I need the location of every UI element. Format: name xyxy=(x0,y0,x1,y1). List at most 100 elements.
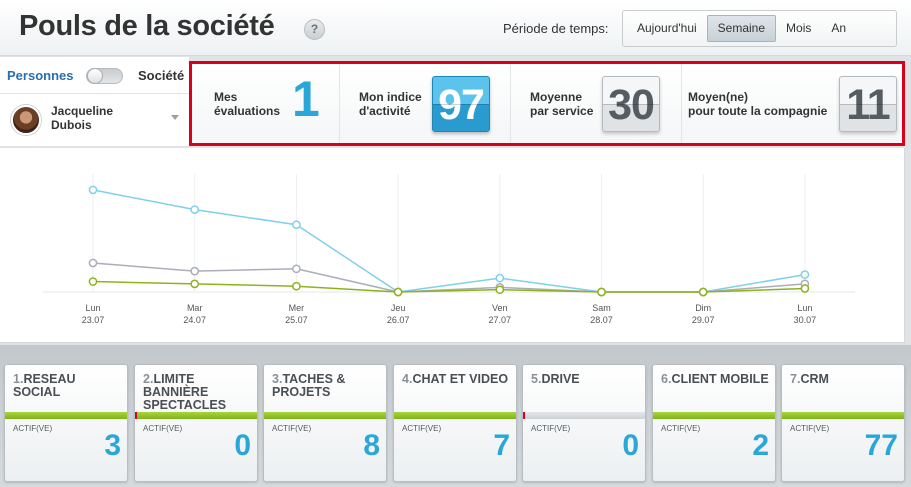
period-week-button[interactable]: Semaine xyxy=(706,15,777,42)
tile-activity-bar xyxy=(5,412,127,419)
tile-title-text: TACHES & PROJETS xyxy=(272,372,346,399)
series-point-3 xyxy=(597,287,606,297)
tile-count: 77 xyxy=(864,429,898,462)
stat-label-line: par service xyxy=(530,104,594,118)
series-point-3 xyxy=(88,277,98,286)
stat-my-evaluations-label: Mes évaluations xyxy=(214,90,280,118)
x-tick-date-label: 29.07 xyxy=(692,315,715,325)
toggle-knob[interactable] xyxy=(87,68,103,84)
tile-title-text: LIMITE BANNIÈRE SPECTACLES xyxy=(143,372,227,412)
period-today-button[interactable]: Aujourd'hui xyxy=(637,21,697,35)
tile-title: 2.LIMITE BANNIÈRE SPECTACLES xyxy=(143,373,255,412)
series-point-2 xyxy=(292,264,301,274)
tile-social-network[interactable]: 1.RESEAU SOCIAL ACTIF(VE) 3 xyxy=(4,364,128,482)
score-divider xyxy=(840,104,896,105)
header: Pouls de la société ? Période de temps: … xyxy=(0,0,911,56)
tile-bar-marker xyxy=(135,412,137,419)
series-point-3 xyxy=(190,279,200,289)
tile-activity-bar xyxy=(394,412,516,419)
stat-company-value: 11 xyxy=(839,76,897,132)
left-panel: Personnes Société Jacqueline Dubois xyxy=(0,57,190,147)
tile-mobile-client[interactable]: 6.CLIENT MOBILE ACTIF(VE) 2 xyxy=(652,364,776,482)
stat-label-line: Mon indice xyxy=(359,90,422,104)
x-tick-day-label: Dim xyxy=(695,303,711,313)
user-first-name: Jacqueline xyxy=(51,104,114,118)
tile-status: ACTIF(VE) xyxy=(143,424,183,433)
tile-number: 5. xyxy=(531,372,542,386)
x-tick-day-label: Lun xyxy=(797,303,812,313)
series-point-2 xyxy=(190,266,200,276)
tile-activity-bar xyxy=(782,412,904,419)
page-title: Pouls de la société xyxy=(19,10,275,42)
stats-panel: Mes évaluations 1 Mon indice d'activité … xyxy=(189,61,905,146)
tile-number: 7. xyxy=(790,372,801,386)
stat-label-line: évaluations xyxy=(214,104,281,118)
tile-banner-limit[interactable]: 2.LIMITE BANNIÈRE SPECTACLES ACTIF(VE) 0 xyxy=(134,364,258,482)
stat-activity-number: 97 xyxy=(438,81,485,129)
x-tick-date-label: 25.07 xyxy=(285,315,308,325)
period-month-button[interactable]: Mois xyxy=(786,21,812,35)
tile-title-text: DRIVE xyxy=(541,372,580,386)
tile-status: ACTIF(VE) xyxy=(661,424,701,433)
tile-status: ACTIF(VE) xyxy=(790,424,830,433)
toggle-company-label[interactable]: Société xyxy=(138,68,185,83)
x-tick-day-label: Mar xyxy=(187,303,203,313)
tile-title: 6.CLIENT MOBILE xyxy=(661,373,773,386)
tile-drive[interactable]: 5.DRIVE ACTIF(VE) 0 xyxy=(522,364,646,482)
help-icon[interactable]: ? xyxy=(304,19,325,40)
x-tick-day-label: Jeu xyxy=(391,303,406,313)
tile-crm[interactable]: 7.CRM ACTIF(VE) 77 xyxy=(781,364,905,482)
tile-activity-bar xyxy=(135,412,257,419)
stat-my-evaluations-value: 1 xyxy=(292,71,320,127)
series-line-2 xyxy=(92,262,805,293)
tile-title-text: RESEAU SOCIAL xyxy=(13,372,76,399)
period-year-button[interactable]: An xyxy=(831,21,847,35)
stat-service-label: Moyenne par service xyxy=(530,90,593,118)
tile-status: ACTIF(VE) xyxy=(13,424,53,433)
view-toggle-switch[interactable] xyxy=(86,68,123,84)
tile-bar-marker xyxy=(523,412,525,419)
tile-number: 1. xyxy=(13,372,24,386)
series-point-3 xyxy=(292,281,301,291)
tile-count: 2 xyxy=(752,429,769,462)
user-selector[interactable]: Jacqueline Dubois xyxy=(0,95,190,147)
tile-tasks-projects[interactable]: 3.TACHES & PROJETS ACTIF(VE) 8 xyxy=(263,364,387,482)
x-tick-day-label: Mer xyxy=(289,303,305,313)
stat-label-line: d'activité xyxy=(359,104,411,118)
x-tick-date-label: 30.07 xyxy=(794,315,817,325)
series-point-1 xyxy=(800,270,810,279)
tile-count: 0 xyxy=(234,429,251,462)
stat-label-line: Moyen(ne) xyxy=(688,90,748,104)
view-toggle-row: Personnes Société xyxy=(0,57,190,94)
series-point-1 xyxy=(190,205,200,214)
tile-count: 3 xyxy=(104,429,121,462)
tile-chat-video[interactable]: 4.CHAT ET VIDEO ACTIF(VE) 7 xyxy=(393,364,517,482)
stat-label-line: Moyenne xyxy=(530,90,583,104)
x-tick-day-label: Sam xyxy=(592,303,611,313)
stat-label-line: pour toute la compagnie xyxy=(688,104,828,118)
tile-title-text: CRM xyxy=(800,372,829,386)
period-label: Période de temps: xyxy=(503,21,609,36)
tile-number: 2. xyxy=(143,372,154,386)
x-tick-date-label: 26.07 xyxy=(387,315,410,325)
series-line-1 xyxy=(92,189,806,293)
series-line-3 xyxy=(92,280,805,293)
tile-activity-bar xyxy=(264,412,386,419)
stat-service-average: Moyenne par service 30 xyxy=(511,64,682,143)
tile-title: 3.TACHES & PROJETS xyxy=(272,373,384,399)
series-point-3 xyxy=(393,287,403,297)
x-tick-date-label: 23.07 xyxy=(82,315,105,325)
stat-service-value: 30 xyxy=(602,76,660,132)
tile-title-text: CHAT ET VIDEO xyxy=(412,372,509,386)
x-tick-day-label: Lun xyxy=(85,303,100,313)
x-tick-date-label: 28.07 xyxy=(590,315,613,325)
toggle-people-label[interactable]: Personnes xyxy=(7,68,74,83)
tile-count: 0 xyxy=(622,429,639,462)
chevron-down-icon[interactable] xyxy=(171,115,179,120)
series-point-1 xyxy=(292,220,301,230)
tools-tiles: 1.RESEAU SOCIAL ACTIF(VE) 3 2.LIMITE BAN… xyxy=(0,345,911,487)
tile-activity-bar xyxy=(523,412,645,419)
series-point-3 xyxy=(495,285,505,295)
tile-title-text: CLIENT MOBILE xyxy=(671,372,769,386)
stat-activity-value: 97 xyxy=(432,76,490,132)
